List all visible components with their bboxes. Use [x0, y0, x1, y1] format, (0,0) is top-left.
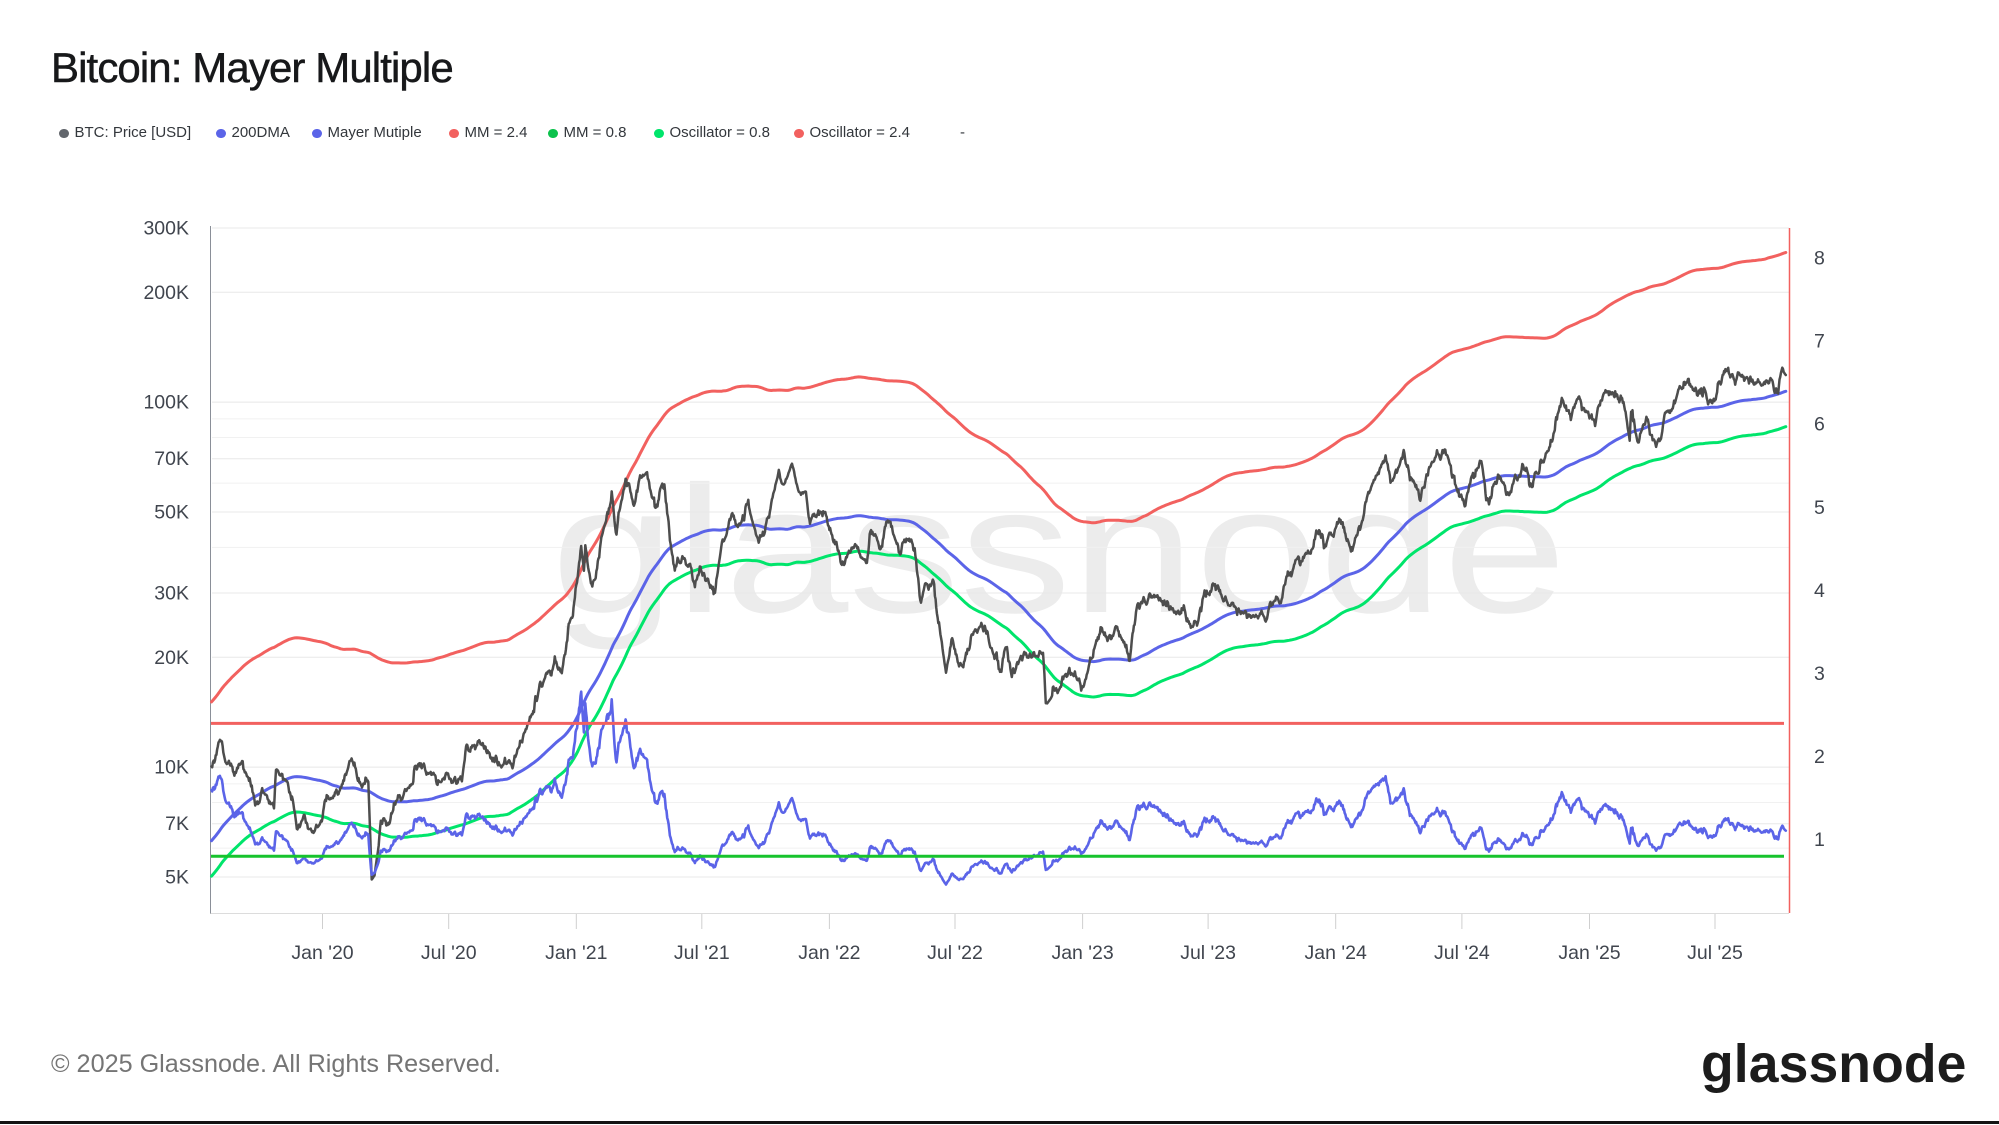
svg-text:70K: 70K: [154, 448, 189, 470]
svg-text:6: 6: [1814, 414, 1825, 436]
svg-text:Jul '21: Jul '21: [674, 942, 730, 964]
svg-text:2: 2: [1814, 746, 1825, 768]
svg-text:4: 4: [1814, 580, 1825, 602]
svg-text:Jul '24: Jul '24: [1434, 942, 1490, 964]
svg-text:3: 3: [1814, 663, 1825, 685]
svg-text:100K: 100K: [143, 392, 189, 414]
svg-text:Jan '25: Jan '25: [1558, 942, 1620, 964]
svg-text:Jan '20: Jan '20: [291, 942, 353, 964]
svg-text:7: 7: [1814, 331, 1825, 353]
svg-text:Jul '22: Jul '22: [927, 942, 983, 964]
svg-text:30K: 30K: [154, 583, 189, 605]
svg-text:10K: 10K: [154, 757, 189, 779]
svg-text:Jan '21: Jan '21: [545, 942, 607, 964]
svg-text:5: 5: [1814, 497, 1825, 519]
svg-text:Jul '20: Jul '20: [421, 942, 477, 964]
svg-text:5K: 5K: [165, 867, 189, 889]
svg-text:1: 1: [1814, 829, 1825, 851]
svg-text:50K: 50K: [154, 502, 189, 524]
svg-text:8: 8: [1814, 248, 1825, 270]
svg-text:Jul '25: Jul '25: [1687, 942, 1743, 964]
svg-text:Jan '23: Jan '23: [1051, 942, 1113, 964]
svg-text:Jan '24: Jan '24: [1305, 942, 1367, 964]
svg-text:7K: 7K: [165, 813, 189, 835]
svg-text:Jan '22: Jan '22: [798, 942, 860, 964]
svg-text:300K: 300K: [143, 218, 189, 240]
svg-text:20K: 20K: [154, 647, 189, 669]
svg-text:200K: 200K: [143, 282, 189, 304]
svg-text:Jul '23: Jul '23: [1180, 942, 1236, 964]
